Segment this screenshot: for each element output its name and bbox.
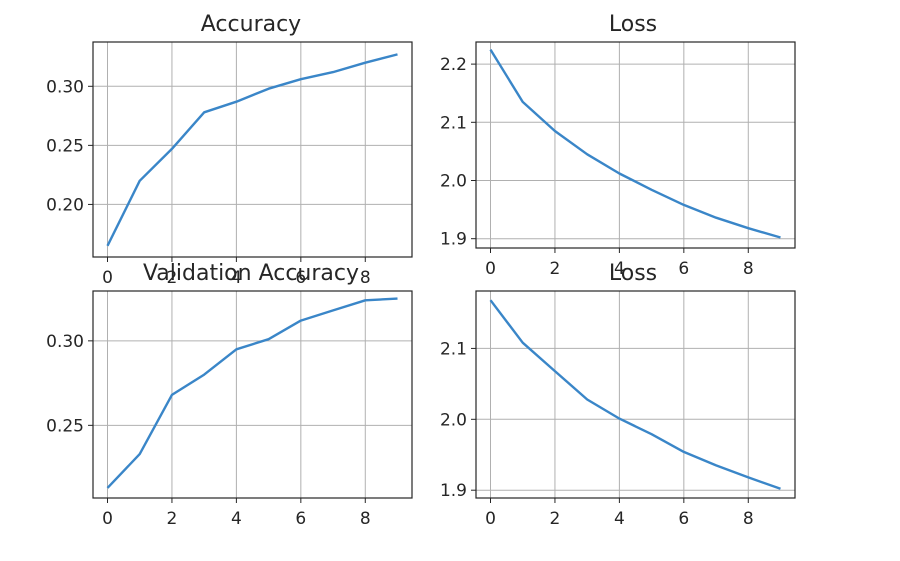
y-tick-label: 0.20: [46, 195, 84, 215]
x-tick-label: 0: [485, 509, 496, 529]
series-line: [489, 299, 781, 490]
y-tick-label: 2.0: [440, 171, 467, 191]
chart-title: Loss: [609, 261, 657, 286]
y-tick-label: 2.2: [440, 55, 467, 75]
x-tick-label: 6: [295, 268, 306, 288]
x-tick-label: 6: [678, 259, 689, 279]
axes-frame: [475, 41, 796, 249]
axes-frame: [92, 290, 413, 499]
y-tick-label: 0.25: [46, 136, 84, 156]
x-tick-label: 4: [614, 259, 625, 279]
y-tick-label: 0.30: [46, 332, 84, 352]
y-tick-label: 1.9: [440, 481, 467, 501]
chart-title: Accuracy: [201, 12, 301, 37]
x-tick-label: 2: [550, 259, 561, 279]
x-tick-label: 4: [614, 509, 625, 529]
chart-title: Validation Accuracy: [143, 261, 359, 286]
panel-validation-loss: 0 2 4 6 8 1.9 2.0 2.1 Loss: [440, 261, 796, 529]
y-tick-label: 0.25: [46, 416, 84, 436]
x-tick-label: 4: [231, 509, 242, 529]
series-line: [489, 48, 781, 239]
axes-frame: [92, 41, 413, 258]
series-line: [106, 297, 398, 489]
series-line: [106, 53, 398, 247]
x-tick-label: 0: [102, 509, 113, 529]
panel-accuracy: 0 2 4 6 8 0.20 0.25 0.30 Accuracy: [46, 12, 413, 288]
panel-loss: 0 2 4 6 8 1.9 2.0 2.1 2.2 Loss: [440, 12, 796, 279]
y-tick-label: 1.9: [440, 230, 467, 250]
axes-frame: [475, 290, 796, 499]
x-tick-label: 8: [360, 268, 371, 288]
y-tick-label: 0.30: [46, 77, 84, 97]
x-tick-label: 8: [743, 509, 754, 529]
x-tick-label: 0: [485, 259, 496, 279]
x-tick-label: 6: [678, 509, 689, 529]
x-tick-label: 8: [360, 509, 371, 529]
x-tick-label: 2: [167, 509, 178, 529]
x-tick-label: 6: [295, 509, 306, 529]
x-tick-label: 8: [743, 259, 754, 279]
y-tick-label: 2.1: [440, 113, 467, 133]
x-tick-label: 0: [102, 268, 113, 288]
y-tick-label: 2.1: [440, 339, 467, 359]
panel-validation-accuracy: 0 2 4 6 8 0.25 0.30 Validation Accuracy: [46, 261, 413, 529]
chart-title: Loss: [609, 12, 657, 37]
x-tick-label: 2: [167, 268, 178, 288]
x-tick-label: 4: [231, 268, 242, 288]
y-tick-label: 2.0: [440, 410, 467, 430]
x-tick-label: 2: [550, 509, 561, 529]
